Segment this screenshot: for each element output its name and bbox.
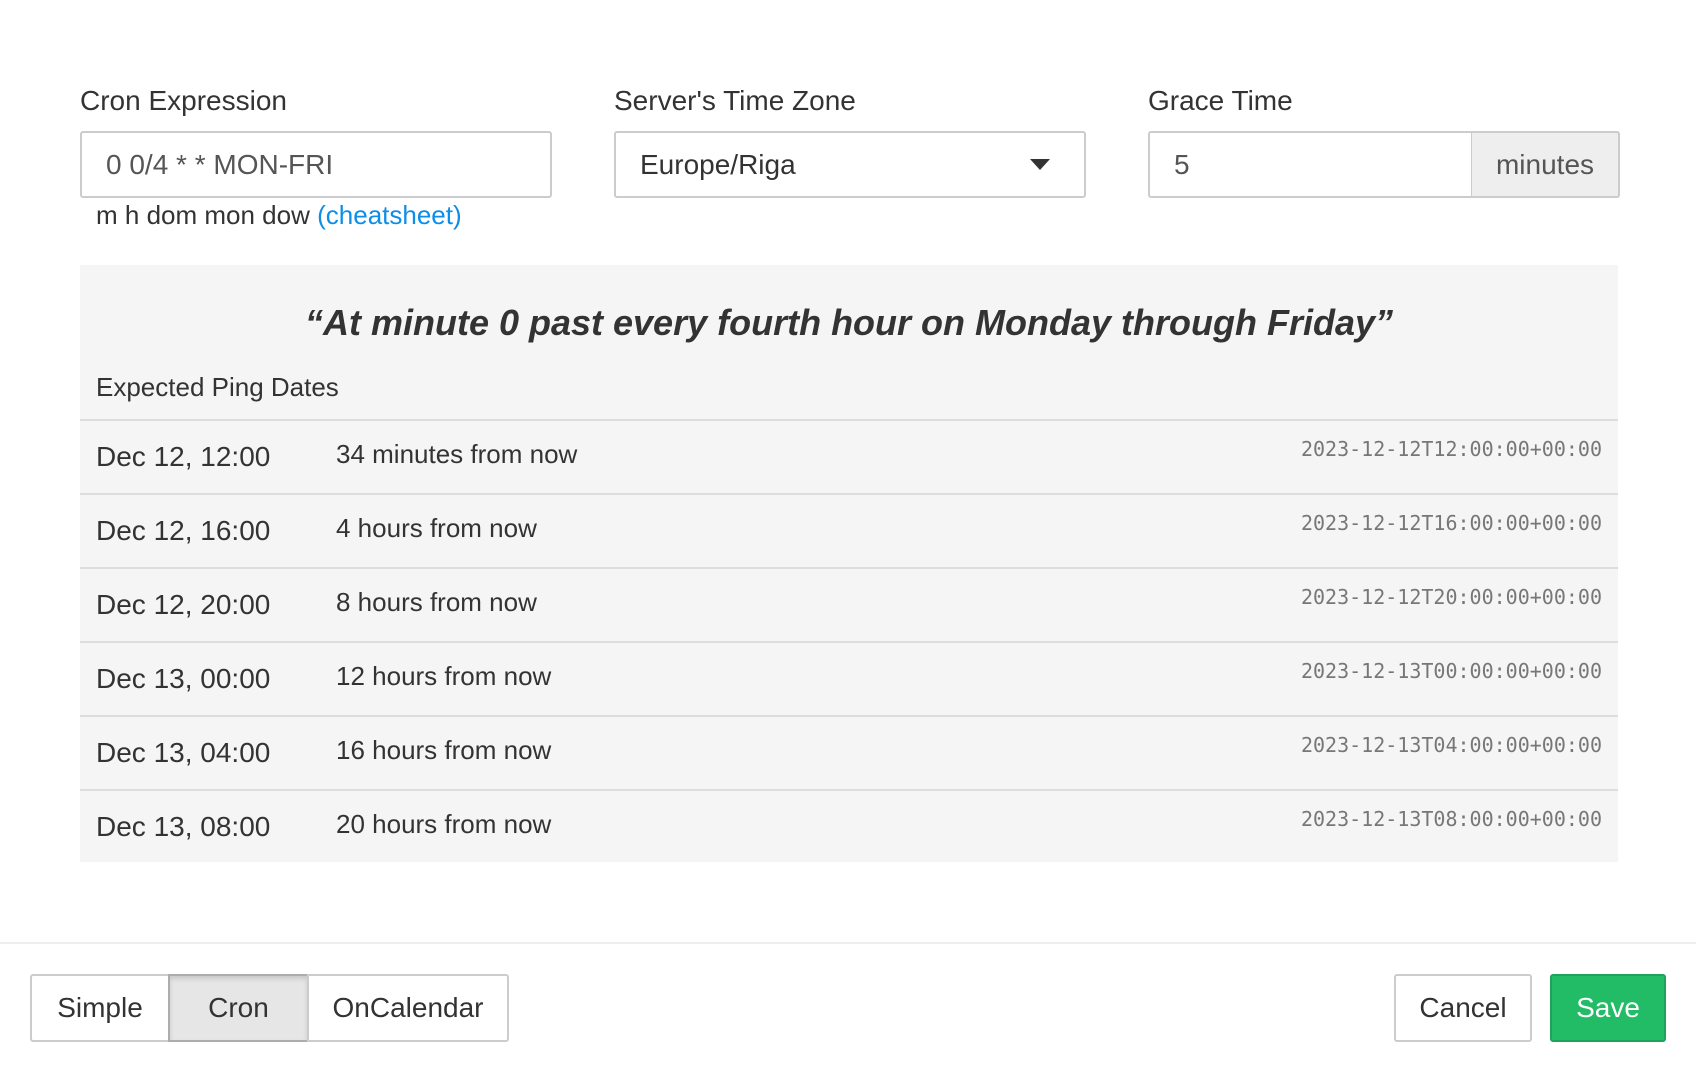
ping-relative: 4 hours from now <box>336 513 537 543</box>
ping-relative: 34 minutes from now <box>336 439 578 469</box>
ping-row: Dec 13, 08:00 20 hours from now 2023-12-13… <box>80 789 1618 863</box>
ping-date: Dec 12, 16:00 <box>96 515 271 546</box>
ping-row: Dec 13, 00:00 12 hours from now 2023-12-13… <box>80 641 1618 715</box>
cron-hint: m h dom mon dow (cheatsheet) <box>96 200 462 231</box>
ping-date: Dec 12, 12:00 <box>96 441 271 472</box>
mode-cron-button[interactable]: Cron <box>168 974 309 1042</box>
grace-time-input[interactable]: 5 <box>1148 131 1472 198</box>
cancel-button[interactable]: Cancel <box>1394 974 1532 1042</box>
ping-row: Dec 12, 20:00 8 hours from now 2023-12-12T… <box>80 567 1618 641</box>
grace-time-label: Grace Time <box>1148 85 1293 116</box>
ping-relative: 8 hours from now <box>336 587 537 617</box>
timezone-value: Europe/Riga <box>640 149 796 180</box>
ping-row: Dec 13, 04:00 16 hours from now 2023-12-13… <box>80 715 1618 789</box>
grace-time-unit: minutes <box>1472 131 1620 198</box>
mode-oncalendar-button[interactable]: OnCalendar <box>307 974 509 1042</box>
ping-relative: 16 hours from now <box>336 735 552 765</box>
ping-row: Dec 12, 12:00 34 minutes from now 2023-12-… <box>80 419 1618 493</box>
ping-relative: 20 hours from now <box>336 809 552 839</box>
cheatsheet-link[interactable]: (cheatsheet) <box>317 200 462 230</box>
chevron-down-icon <box>1030 159 1050 170</box>
ping-relative: 12 hours from now <box>336 661 552 691</box>
ping-iso: 2023-12-13T00:00:00+00:00 <box>1300 659 1602 683</box>
cron-expression-input[interactable]: 0 0/4 * * MON-FRI <box>80 131 552 198</box>
save-button[interactable]: Save <box>1550 974 1666 1042</box>
expected-ping-dates-title: Expected Ping Dates <box>96 372 339 402</box>
ping-date: Dec 13, 08:00 <box>96 811 271 842</box>
ping-iso: 2023-12-13T08:00:00+00:00 <box>1300 807 1602 831</box>
ping-date: Dec 13, 04:00 <box>96 737 271 768</box>
grace-time-group: Grace Time 5 minutes <box>1148 84 1620 198</box>
cron-expression-group: Cron Expression 0 0/4 * * MON-FRI <box>80 84 552 198</box>
ping-dates-table: Dec 12, 12:00 34 minutes from now 2023-12-… <box>80 419 1618 863</box>
cron-hint-text: m h dom mon dow <box>96 200 310 230</box>
mode-simple-button[interactable]: Simple <box>30 974 170 1042</box>
footer-divider <box>0 942 1696 944</box>
ping-date: Dec 12, 20:00 <box>96 589 271 620</box>
ping-iso: 2023-12-12T16:00:00+00:00 <box>1300 511 1602 535</box>
ping-date: Dec 13, 00:00 <box>96 663 271 694</box>
cron-expression-label: Cron Expression <box>80 85 287 116</box>
ping-iso: 2023-12-12T20:00:00+00:00 <box>1300 585 1602 609</box>
schedule-preview: “At minute 0 past every fourth hour on M… <box>80 265 1618 862</box>
timezone-group: Server's Time Zone Europe/Riga <box>614 84 1086 198</box>
timezone-label: Server's Time Zone <box>614 85 856 116</box>
cron-description: “At minute 0 past every fourth hour on M… <box>304 302 1394 343</box>
ping-row: Dec 12, 16:00 4 hours from now 2023-12-12T… <box>80 493 1618 567</box>
ping-iso: 2023-12-12T12:00:00+00:00 <box>1300 437 1602 461</box>
ping-iso: 2023-12-13T04:00:00+00:00 <box>1300 733 1602 757</box>
timezone-select[interactable]: Europe/Riga <box>614 131 1086 198</box>
